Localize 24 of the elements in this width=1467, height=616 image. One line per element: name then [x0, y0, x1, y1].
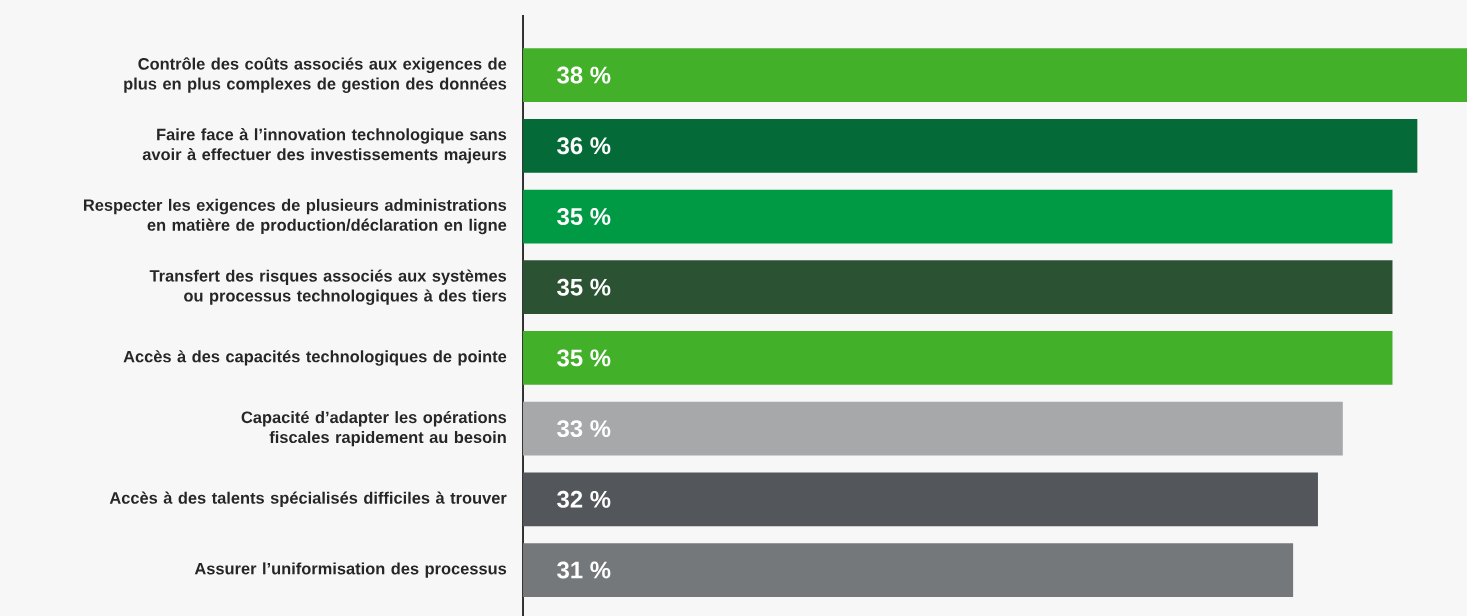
y-tick-label: Capacité d’adapter les opérations fiscales rapidement au besoin: [241, 410, 507, 447]
y-tick-label: Faire face à l’innovation technologique sans avoir à effectuer des investissements majeurs: [142, 128, 507, 164]
data-label: 33 %: [557, 420, 611, 438]
data-label: 36 %: [557, 137, 611, 155]
y-tick-label: Accès à des talents spécialisés difficiles à trouver: [109, 491, 507, 508]
bar: [523, 118, 1418, 173]
y-tick-label: Assurer l’uniformisation des processus: [194, 562, 507, 578]
bar: [523, 260, 1393, 315]
bar: [523, 331, 1393, 385]
data-label: 31 %: [557, 561, 611, 579]
data-label: 35 %: [557, 278, 611, 296]
y-tick-label: Respecter les exigences de plusieurs administrations en matière de production/déclaration en ligne: [84, 198, 507, 235]
data-label: 32 %: [557, 490, 611, 508]
bar: [523, 543, 1294, 597]
bar: [523, 472, 1318, 527]
bar: [523, 48, 1467, 102]
data-label: 35 %: [557, 349, 611, 367]
data-label: 35 %: [557, 208, 611, 225]
data-label: 38 %: [557, 66, 611, 84]
bar: [523, 401, 1343, 456]
y-tick-label: Transfert des risques associés aux systèmes ou processus technologiques à des tiers: [149, 269, 507, 305]
y-tick-label: Accès à des capacités technologiques de pointe: [123, 350, 507, 366]
bar: [523, 189, 1393, 244]
y-tick-label: Contrôle des coûts associés aux exigences de plus en plus complexes de gestion des données: [124, 57, 507, 93]
